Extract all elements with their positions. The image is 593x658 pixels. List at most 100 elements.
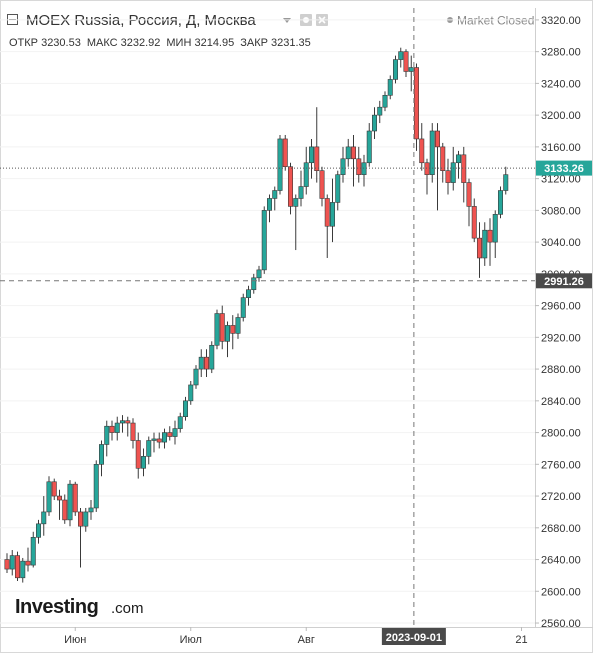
candle-9 xyxy=(51,478,57,501)
candle-30 xyxy=(162,428,168,449)
candle-40 xyxy=(214,309,220,350)
candle-body-83 xyxy=(440,146,446,171)
candle-body-76 xyxy=(403,51,409,72)
candle-68 xyxy=(361,154,367,187)
candle-body-86 xyxy=(455,154,461,164)
candle-body-60 xyxy=(319,170,325,199)
candle-body-34 xyxy=(183,400,189,417)
candle-86 xyxy=(455,150,461,179)
candle-body-57 xyxy=(303,162,309,187)
candle-10 xyxy=(56,489,62,520)
last-price-label: 3133.26 xyxy=(536,160,592,176)
svg-text:3133.26: 3133.26 xyxy=(544,163,584,175)
candle-body-95 xyxy=(503,174,509,191)
candle-69 xyxy=(366,123,372,167)
candle-78 xyxy=(413,63,419,151)
candle-72 xyxy=(382,91,388,112)
y-tick-label-19: 3320.00 xyxy=(541,15,581,27)
candle-body-0 xyxy=(4,559,10,570)
x-tick-label-2: Авг xyxy=(298,634,315,646)
x-tick-label-0: Июн xyxy=(64,634,86,646)
ohlc-2: МИН 3214.95 xyxy=(166,37,234,49)
candle-13 xyxy=(72,481,78,516)
candle-body-46 xyxy=(246,289,252,298)
candle-25 xyxy=(135,432,141,479)
y-tick-label-15: 3160.00 xyxy=(541,142,581,154)
candle-74 xyxy=(392,55,398,84)
candle-23 xyxy=(125,416,131,437)
candle-body-13 xyxy=(72,483,78,513)
candle-body-78 xyxy=(413,67,419,140)
candle-body-91 xyxy=(482,229,488,259)
candle-body-92 xyxy=(487,229,493,243)
candle-body-10 xyxy=(56,495,62,501)
candle-35 xyxy=(188,380,194,405)
candle-body-35 xyxy=(188,384,194,402)
candle-body-67 xyxy=(356,158,362,175)
candle-11 xyxy=(62,494,68,524)
candle-body-43 xyxy=(230,325,236,334)
candle-body-48 xyxy=(256,269,262,279)
candle-4 xyxy=(25,547,31,572)
candle-body-36 xyxy=(193,368,199,386)
candle-57 xyxy=(303,146,309,195)
candle-24 xyxy=(130,418,136,449)
candle-66 xyxy=(350,134,356,187)
candle-body-16 xyxy=(88,507,94,513)
svg-text:2991.26: 2991.26 xyxy=(544,276,584,288)
candle-53 xyxy=(282,134,288,171)
candle-39 xyxy=(209,341,215,374)
price-axis[interactable]: 2560.00 2600.00 2640.00 2680.00 2720.00 2760.… xyxy=(535,15,581,630)
candle-62 xyxy=(329,178,335,243)
chevron-down-icon[interactable] xyxy=(283,18,291,23)
candle-body-64 xyxy=(340,158,346,175)
candle-body-15 xyxy=(83,511,89,527)
x-tick-label-1: Июл xyxy=(180,634,202,646)
candle-90 xyxy=(476,222,482,278)
candle-16 xyxy=(88,500,94,520)
candle-body-61 xyxy=(324,198,330,227)
y-tick-label-13: 3080.00 xyxy=(541,205,581,217)
candle-body-8 xyxy=(46,481,52,513)
candle-body-18 xyxy=(99,444,105,465)
candle-80 xyxy=(424,158,430,195)
candle-body-68 xyxy=(361,162,367,175)
candle-body-37 xyxy=(198,356,204,370)
candle-body-3 xyxy=(20,560,26,579)
y-tick-label-12: 3040.00 xyxy=(541,237,581,249)
candle-0 xyxy=(4,553,10,574)
market-status: Market Closed xyxy=(457,14,534,28)
candle-83 xyxy=(440,142,446,183)
candle-20 xyxy=(109,420,115,441)
candle-body-79 xyxy=(419,138,425,164)
candle-33 xyxy=(177,412,183,433)
candle-14 xyxy=(78,507,84,568)
candle-body-26 xyxy=(141,456,147,469)
investing-logo: Investing .com xyxy=(15,596,144,618)
candle-17 xyxy=(93,460,99,512)
candle-body-87 xyxy=(461,154,467,183)
crosshair-date-label: 2023-09-01 xyxy=(381,628,446,645)
candle-body-77 xyxy=(408,67,414,72)
candle-82 xyxy=(434,123,440,211)
candle-body-39 xyxy=(209,344,215,370)
candle-body-53 xyxy=(282,138,288,168)
candle-94 xyxy=(497,186,503,219)
candle-body-28 xyxy=(151,438,157,441)
candle-85 xyxy=(450,146,456,191)
y-tick-label-3: 2680.00 xyxy=(541,523,581,535)
candle-body-73 xyxy=(387,79,393,96)
candle-43 xyxy=(230,315,236,350)
time-axis[interactable]: Июн Июл Авг 21 xyxy=(64,627,528,646)
candle-29 xyxy=(156,432,162,449)
candle-body-27 xyxy=(146,440,152,457)
candle-body-49 xyxy=(261,210,267,271)
candle-22 xyxy=(120,415,126,433)
y-tick-label-7: 2840.00 xyxy=(541,396,581,408)
candle-81 xyxy=(429,123,435,183)
candle-32 xyxy=(172,420,178,445)
candle-55 xyxy=(293,194,299,251)
candle-body-47 xyxy=(251,277,257,291)
candle-92 xyxy=(487,218,493,266)
